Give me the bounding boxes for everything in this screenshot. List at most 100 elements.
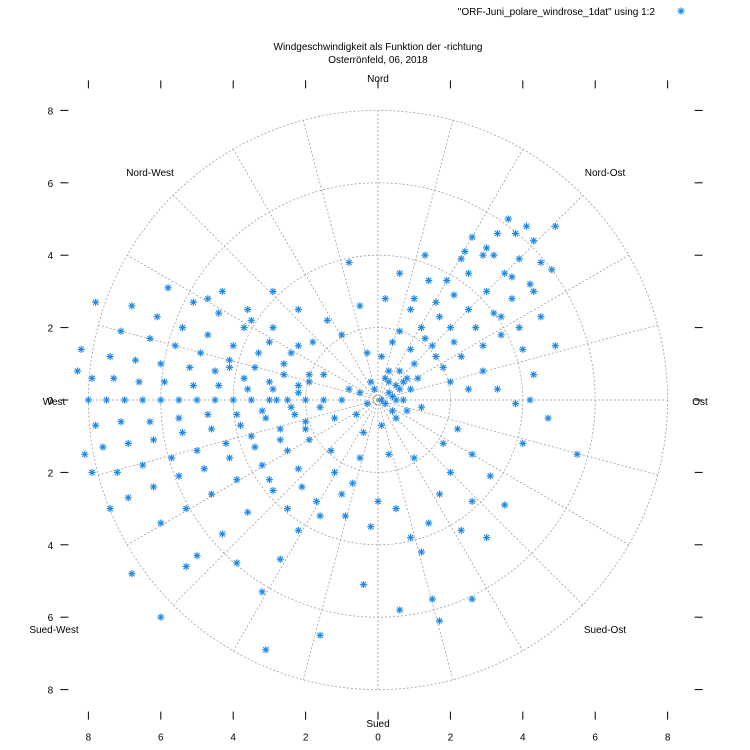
data-point (157, 613, 165, 621)
y-tick-label: 6 (48, 179, 54, 190)
data-point (291, 410, 299, 419)
y-tick-label: 2 (48, 468, 54, 479)
data-point (435, 490, 444, 498)
data-point (537, 313, 545, 321)
data-point (435, 313, 444, 321)
x-tick-label: 2 (448, 733, 454, 744)
data-point (287, 403, 295, 411)
data-point (417, 324, 426, 332)
data-point (269, 486, 277, 495)
data-point (378, 352, 386, 361)
grid-ring (232, 254, 524, 546)
grid-spoke (377, 399, 630, 546)
data-point (406, 533, 415, 542)
data-point (168, 454, 176, 462)
data-point (526, 280, 534, 288)
data-point (294, 465, 302, 473)
direction-label-east: Ost (692, 397, 708, 408)
data-point (327, 447, 335, 455)
data-point (483, 533, 491, 542)
data-point (193, 447, 201, 455)
data-point (406, 305, 415, 314)
data-point (269, 287, 277, 295)
data-point (425, 276, 433, 285)
data-point (84, 396, 92, 404)
data-point (363, 349, 371, 357)
data-point (258, 407, 266, 415)
data-point (254, 349, 263, 357)
data-point (464, 385, 473, 393)
data-point (222, 439, 230, 448)
data-point (544, 414, 552, 422)
x-tick-label: 6 (158, 733, 164, 744)
chart-title: Windgeschwindigkeit als Funktion der -ri… (274, 42, 483, 53)
data-point (197, 349, 205, 357)
data-point (305, 436, 313, 444)
data-point (81, 450, 89, 458)
data-point (139, 396, 147, 404)
data-point (302, 418, 310, 426)
data-point (294, 381, 302, 390)
data-point (211, 396, 219, 404)
data-point (414, 374, 422, 382)
x-tick-label: 2 (303, 733, 309, 744)
data-point (417, 403, 426, 411)
data-point (359, 581, 368, 589)
data-point (356, 302, 364, 310)
data-point (175, 396, 183, 404)
data-point (428, 342, 436, 350)
data-point (258, 588, 266, 596)
data-point (417, 548, 426, 556)
data-point (218, 530, 226, 538)
data-point (218, 287, 226, 295)
data-point (374, 497, 382, 505)
data-point (468, 450, 476, 458)
data-point (392, 505, 400, 513)
data-point (225, 454, 234, 462)
data-point (446, 378, 454, 386)
data-point (207, 425, 216, 433)
legend-label: "ORF-Juni_polare_windrose_1dat" using 1:… (458, 7, 656, 18)
data-point (92, 298, 100, 306)
data-point (504, 215, 512, 223)
data-point (457, 255, 465, 263)
grid-spoke (232, 148, 379, 401)
direction-label-south-west: Sued-West (29, 625, 79, 636)
data-point (106, 505, 114, 513)
data-point (283, 447, 292, 455)
data-point (410, 295, 418, 303)
data-point (149, 483, 158, 491)
data-point (479, 342, 487, 350)
data-point (113, 468, 121, 476)
data-point (388, 338, 397, 346)
data-point (298, 483, 306, 491)
data-point (421, 251, 429, 259)
data-point (457, 526, 465, 534)
data-point (511, 229, 520, 238)
data-point (146, 418, 154, 426)
data-point (330, 414, 339, 422)
data-point (381, 400, 389, 408)
data-point (468, 497, 476, 505)
grid-spoke (232, 399, 379, 652)
data-point (265, 378, 273, 386)
data-point (124, 494, 132, 502)
data-point (225, 356, 234, 364)
data-point (468, 233, 476, 241)
x-tick-label: 4 (520, 733, 526, 744)
data-point (204, 331, 212, 339)
grid-spoke (126, 254, 379, 401)
data-point (457, 352, 465, 361)
data-point (294, 305, 302, 314)
data-point (229, 342, 237, 350)
data-point (247, 396, 255, 404)
data-point (240, 324, 248, 332)
data-point (121, 396, 129, 404)
data-point (511, 400, 520, 408)
data-point (117, 327, 125, 335)
data-point (200, 465, 208, 473)
data-point (508, 295, 516, 303)
data-point (160, 378, 169, 386)
data-point (330, 468, 339, 476)
data-point (305, 371, 313, 379)
